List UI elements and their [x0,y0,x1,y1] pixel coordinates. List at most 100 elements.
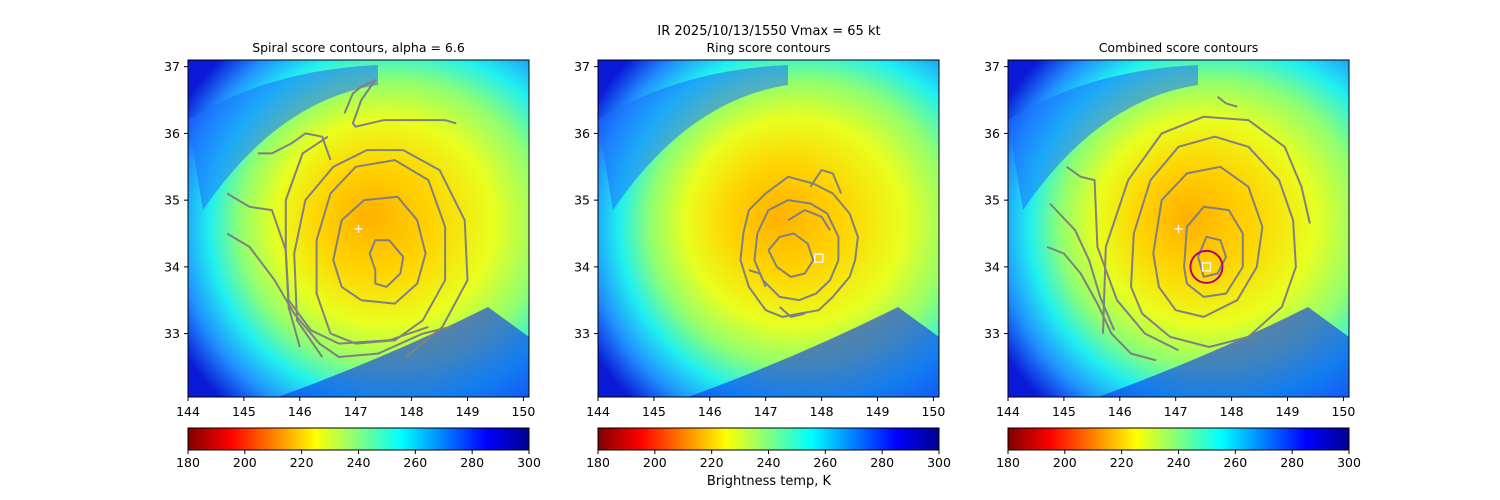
center-square-marker [1201,262,1212,272]
contour-line [1066,165,1179,352]
colorbar-tick-label: 280 [1280,455,1304,470]
contour-line [332,195,427,305]
colorbar: 180 200 220 240 260 280 300 [176,427,541,470]
colorbar-tick-label: 280 [460,455,484,470]
y-tick-label: 36 [164,126,180,141]
colorbar-tick-label: 260 [403,455,427,470]
x-tick-label: 150 [511,404,535,419]
colorbar-tick-label: 180 [586,455,610,470]
center-ring-marker [1189,249,1224,284]
contour-line [293,149,469,358]
contour-line [226,232,451,358]
y-tick-label: 35 [574,193,590,208]
y-tick-label: 35 [984,193,1000,208]
x-tick-label: 146 [698,404,722,419]
x-tick-label: 144 [996,404,1020,419]
y-tick-label: 37 [984,59,1000,74]
contour-line [779,306,806,318]
contour-line [1216,95,1238,108]
x-tick-label: 148 [400,404,424,419]
colorbar-tick-label: 280 [870,455,894,470]
colorbar-tick-label: 220 [1110,455,1134,470]
contour-line [767,232,815,278]
plot-area [188,60,529,397]
plot-area [598,60,939,397]
panel-3: Combined score contours 144 145 146 147 148 14… [984,40,1361,470]
first-guess-plus-marker [1174,224,1183,233]
contour-line [1152,165,1264,318]
colorbar-bar [1007,427,1350,451]
x-tick-label: 145 [1052,404,1076,419]
y-tick-label: 36 [574,126,590,141]
contour-line [1102,115,1311,334]
cold-band-south [1098,307,1349,397]
y-tick-label: 33 [574,326,590,341]
x-tick-label: 147 [754,404,778,419]
contour-line [257,132,332,161]
x-tick-label: 148 [1220,404,1244,419]
colorbar-tick-label: 220 [700,455,724,470]
cold-band-south [278,307,529,397]
contour-line [226,192,429,345]
y-tick-label: 34 [574,259,590,274]
cold-band [1008,65,1198,210]
colorbar-tick-label: 300 [927,455,951,470]
colorbar-label: Brightness temp, K [707,474,832,489]
colorbar-tick-label: 180 [996,455,1020,470]
x-tick-label: 145 [232,404,256,419]
contour-line [753,199,840,302]
colorbar-tick-label: 240 [347,455,371,470]
colorbar-tick-label: 200 [643,455,667,470]
x-tick-label: 145 [642,404,666,419]
panel-2: Ring score contours 144 145 146 147 148 149 150… [574,40,951,470]
x-tick-label: 146 [1108,404,1132,419]
cold-band [598,65,788,210]
x-tick-label: 149 [456,404,480,419]
first-guess-plus-marker [354,224,363,233]
y-tick-label: 34 [984,259,1000,274]
y-tick-label: 35 [164,193,180,208]
plot-area [1008,60,1349,397]
panel-title: Spiral score contours, alpha = 6.6 [252,40,465,55]
x-tick-label: 147 [1164,404,1188,419]
x-tick-label: 148 [810,404,834,419]
colorbar-tick-label: 300 [517,455,541,470]
y-tick-label: 36 [984,126,1000,141]
panel-title: Combined score contours [1099,40,1259,55]
x-tick-label: 146 [288,404,312,419]
x-tick-label: 144 [176,404,200,419]
contour-line [284,135,329,348]
contour-line [368,239,405,288]
contour-line [1183,205,1244,298]
panel-title: Ring score contours [706,40,830,55]
center-square-marker [814,253,824,263]
x-tick-label: 150 [1331,404,1355,419]
colorbar-tick-label: 260 [813,455,837,470]
x-tick-label: 147 [344,404,368,419]
contour-line [1197,235,1227,278]
y-tick-label: 37 [164,59,180,74]
contour-line [1130,135,1297,348]
cold-band-south [688,307,939,397]
y-tick-label: 33 [984,326,1000,341]
cold-band [188,65,378,210]
x-tick-label: 144 [586,404,610,419]
y-tick-label: 37 [574,59,590,74]
axes-frame [1007,59,1350,398]
contour-line [787,209,831,231]
panel-1: Spiral score contours, alpha = 6.6 144 145… [164,40,541,470]
axes-frame [187,59,530,398]
y-tick-label: 33 [164,326,180,341]
axes-frame [597,59,940,398]
colorbar-tick-label: 240 [757,455,781,470]
y-tick-label: 34 [164,259,180,274]
colorbar: 180 200 220 240 260 280 300 [586,427,951,470]
colorbar-tick-label: 200 [1053,455,1077,470]
colorbar: 180 200 220 240 260 280 300 [996,427,1361,470]
colorbar-tick-label: 220 [290,455,314,470]
colorbar-tick-label: 300 [1337,455,1361,470]
colorbar-tick-label: 180 [176,455,200,470]
x-tick-label: 150 [921,404,945,419]
colorbar-tick-label: 240 [1167,455,1191,470]
